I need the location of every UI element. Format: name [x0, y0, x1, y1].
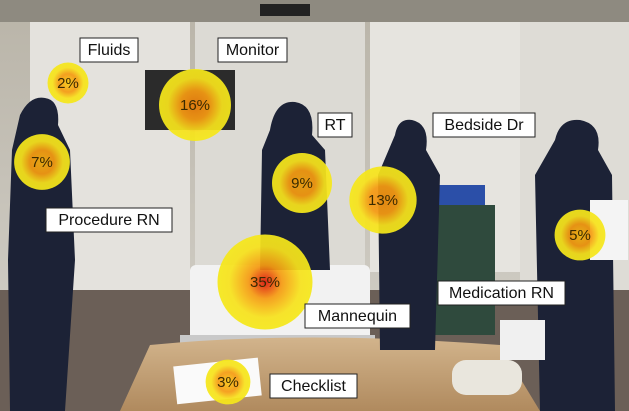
heat-bubble	[47, 62, 89, 104]
label-box	[45, 207, 173, 233]
percent-label: 5%	[569, 227, 591, 244]
label-box	[437, 280, 566, 306]
heat-bubble	[217, 234, 313, 330]
hotspot-label: Mannequin	[318, 308, 397, 325]
heat-bubble	[205, 359, 251, 405]
hotspot-label: Procedure RN	[58, 212, 159, 229]
percent-label: 7%	[31, 154, 53, 171]
label-box	[217, 37, 288, 63]
percent-label: 35%	[250, 274, 280, 291]
heat-bubble	[14, 134, 70, 190]
hotspot-label: RT	[324, 117, 345, 134]
percent-label: 2%	[57, 75, 79, 92]
label-box	[79, 37, 139, 63]
hotspot-layer: 2% Fluids 16% Monitor 9% RT 13% Bedside Dr 7% Pro…	[14, 37, 606, 405]
label-box	[432, 112, 536, 138]
hotspot-label: Medication RN	[449, 285, 554, 302]
heat-bubble	[272, 153, 332, 213]
label-box	[317, 112, 353, 138]
label-box	[304, 303, 411, 329]
label-box	[269, 373, 358, 399]
percent-label: 9%	[291, 175, 313, 192]
percent-label: 16%	[180, 97, 210, 114]
percent-label: 13%	[368, 192, 398, 209]
hotspot-label: Monitor	[226, 42, 280, 59]
heat-bubble	[159, 69, 231, 141]
hotspot-label: Fluids	[88, 42, 131, 59]
hotspot-label: Checklist	[281, 378, 346, 395]
hotspot-label: Bedside Dr	[444, 117, 524, 134]
heat-bubble	[554, 209, 606, 261]
percent-label: 3%	[217, 374, 239, 391]
heat-bubble	[349, 166, 417, 234]
